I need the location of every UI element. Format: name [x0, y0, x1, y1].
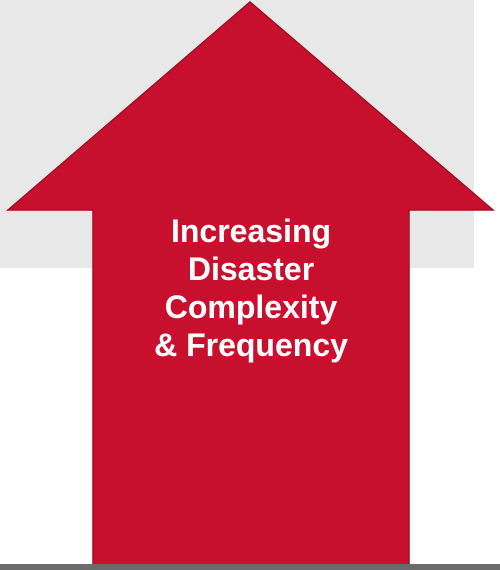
arrow-label: Increasing Disaster Complexity & Frequen…: [93, 212, 409, 364]
arrow-label-line-4: & Frequency: [154, 327, 348, 363]
arrow-label-line-3: Complexity: [164, 289, 338, 325]
arrow-label-line-1: Increasing: [170, 213, 332, 249]
baseline-divider: [0, 564, 500, 570]
arrow-label-line-2: Disaster: [187, 251, 315, 287]
